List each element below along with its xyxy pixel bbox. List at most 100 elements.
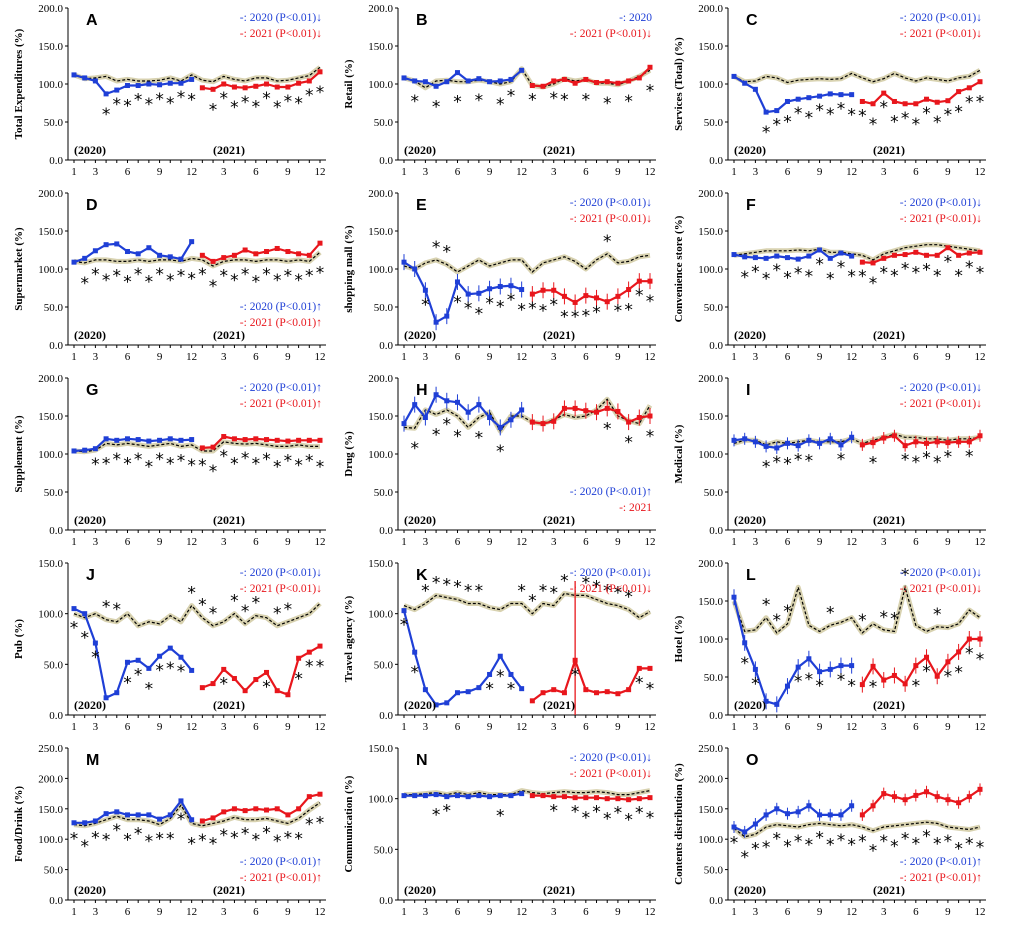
series-2020-point	[454, 399, 460, 405]
significance-star: *	[901, 260, 910, 280]
legend-2021: -: 2021 (P<0.01)↓	[570, 28, 652, 40]
significance-star: *	[847, 106, 856, 126]
series-2020-point	[742, 80, 748, 86]
series-2020-point	[806, 437, 812, 443]
significance-star: *	[198, 456, 207, 476]
y-tick-label: 150.0	[38, 41, 63, 53]
y-tick-label: 50.0	[704, 865, 724, 877]
series-2020-point	[401, 259, 407, 265]
significance-star: *	[624, 92, 633, 112]
significance-star: *	[858, 106, 867, 126]
series-2021-line	[531, 659, 650, 702]
reference-line	[403, 253, 651, 273]
year-label-2020: (2020)	[734, 883, 766, 897]
year-label-2021: (2021)	[543, 328, 575, 342]
series-2021-point	[253, 251, 259, 257]
significance-star: *	[528, 91, 537, 111]
series-2020-point	[497, 424, 503, 430]
series-2020-point	[71, 259, 77, 265]
x-tick-label: 9	[817, 906, 823, 918]
significance-star: *	[155, 830, 164, 850]
series-2021-point	[274, 84, 280, 90]
x-tick-label: 3	[423, 351, 429, 363]
x-tick-label: 1	[731, 721, 737, 733]
series-2020-point	[146, 438, 152, 444]
series-2021-point	[529, 793, 535, 799]
series-2020-point	[401, 421, 407, 427]
series-2021-point	[274, 688, 280, 694]
significance-star: *	[475, 582, 484, 602]
significance-star: *	[976, 93, 985, 113]
x-tick-label: 6	[583, 351, 589, 363]
significance-star: *	[869, 677, 878, 697]
panel-letter: L	[746, 567, 756, 584]
panel-h: 0.0 50.0 100.0 150.0 200.0 1 3 6 9 12 3 6 9 12 Drug (%…	[343, 373, 656, 548]
significance-star: *	[262, 265, 271, 285]
series-2020-point	[412, 649, 418, 655]
legend-2020: -: 2020 (P<0.01)↓	[900, 197, 982, 209]
y-axis-label: Retail (%)	[343, 59, 355, 109]
series-2020-point	[71, 72, 77, 78]
series-2021-point	[966, 85, 972, 91]
series-2020-point	[849, 434, 855, 440]
series-2020-point	[742, 829, 748, 835]
significance-star: *	[560, 571, 569, 591]
x-tick-label: 9	[487, 906, 493, 918]
significance-star: *	[410, 663, 419, 683]
y-tick-label: 100.0	[38, 79, 63, 91]
y-tick-label: 0.0	[379, 525, 393, 537]
y-tick-label: 100.0	[698, 449, 723, 461]
series-2020-point	[422, 287, 428, 293]
y-tick-label: 100.0	[698, 634, 723, 646]
year-label-2021: (2021)	[873, 698, 905, 712]
significance-star: *	[432, 97, 441, 117]
series-2021-point	[551, 418, 557, 424]
significance-star: *	[155, 661, 164, 681]
significance-star: *	[858, 611, 867, 631]
legend-2021: -: 2021 (P<0.01)↓	[900, 213, 982, 225]
significance-star: *	[837, 258, 846, 278]
series-2020-point	[487, 671, 493, 677]
x-tick-label: 9	[817, 721, 823, 733]
y-tick-label: 50.0	[704, 672, 724, 684]
significance-star: *	[517, 582, 526, 602]
legend-2020: -: 2020 (P<0.01)↑	[570, 486, 652, 498]
series-2020-point	[167, 80, 173, 86]
series-2021-point	[881, 435, 887, 441]
series-2021-point	[859, 682, 865, 688]
x-tick-label: 6	[253, 536, 259, 548]
significance-star: *	[794, 264, 803, 284]
year-label-2021: (2021)	[873, 513, 905, 527]
y-tick-label: 150.0	[38, 226, 63, 238]
significance-star: *	[252, 594, 261, 614]
significance-star: *	[783, 837, 792, 857]
series-2021-point	[934, 439, 940, 445]
reference-line	[733, 584, 981, 634]
significance-star: *	[847, 836, 856, 856]
x-tick-label: 9	[945, 351, 951, 363]
series-2021-point	[221, 81, 227, 87]
significance-star: *	[273, 832, 282, 852]
series-2020-point	[167, 812, 173, 818]
significance-star: *	[91, 648, 100, 668]
x-tick-label: 6	[913, 351, 919, 363]
series-2021-point	[881, 791, 887, 797]
significance-star: *	[80, 629, 89, 649]
series-2020-point	[497, 653, 503, 659]
x-tick-label: 9	[285, 721, 291, 733]
series-2020-point	[465, 794, 471, 800]
x-tick-label: 12	[516, 536, 527, 548]
significance-star: *	[826, 836, 835, 856]
significance-star: *	[507, 291, 516, 311]
series-2020-point	[817, 93, 823, 99]
significance-star: *	[496, 297, 505, 317]
x-tick-label: 1	[71, 351, 77, 363]
panel-g: 0.0 50.0 100.0 150.0 200.0 1 3 6 9 12 3 6 9 12 Supplem…	[13, 373, 326, 548]
series-2020-point	[114, 241, 120, 247]
series-2020-point	[178, 654, 184, 660]
series-2020-point	[508, 417, 514, 423]
series-2021-point	[264, 669, 270, 675]
series-2020-point	[827, 436, 833, 442]
significance-star: *	[485, 679, 494, 699]
